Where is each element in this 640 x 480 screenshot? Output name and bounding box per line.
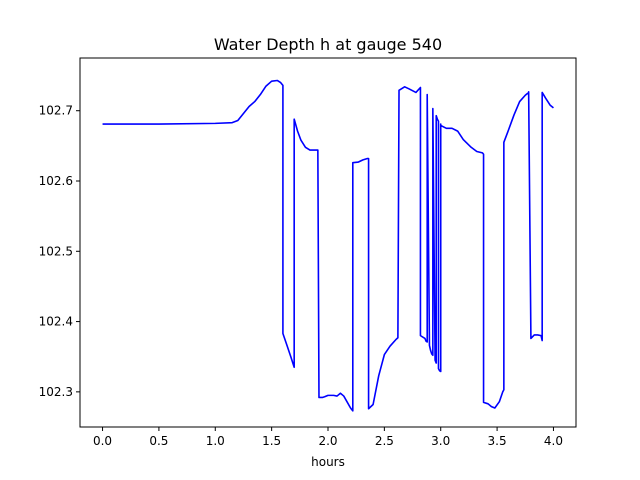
x-tick-label: 0.5 — [149, 434, 168, 448]
x-axis-label: hours — [311, 455, 345, 469]
y-tick-label: 102.4 — [39, 315, 73, 329]
x-tick-label: 3.0 — [431, 434, 450, 448]
x-tick-label: 0.0 — [93, 434, 112, 448]
x-axis: 0.0 0.5 1.0 1.5 2.0 2.5 3.0 3.5 4.0 — [93, 427, 563, 448]
x-tick-label: 2.0 — [318, 434, 337, 448]
y-tick-label: 102.6 — [39, 174, 73, 188]
x-tick-label: 3.5 — [488, 434, 507, 448]
y-tick-label: 102.3 — [39, 385, 73, 399]
y-tick-label: 102.7 — [39, 104, 73, 118]
plot-area: 0.0 0.5 1.0 1.5 2.0 2.5 3.0 3.5 4.0 102.3102.410… — [39, 57, 577, 448]
y-tick-label: 102.5 — [39, 244, 73, 258]
y-axis: 102.3 102.4 102.5 102.6 102.7 — [39, 104, 80, 399]
x-tick-label: 1.0 — [206, 434, 225, 448]
chart-title: Water Depth h at gauge 540 — [214, 35, 442, 54]
x-tick-label: 1.5 — [262, 434, 281, 448]
x-tick-label: 2.5 — [375, 434, 394, 448]
series-layer — [102, 79, 554, 412]
x-tick-label: 4.0 — [544, 434, 563, 448]
series-line-0 — [102, 79, 554, 412]
